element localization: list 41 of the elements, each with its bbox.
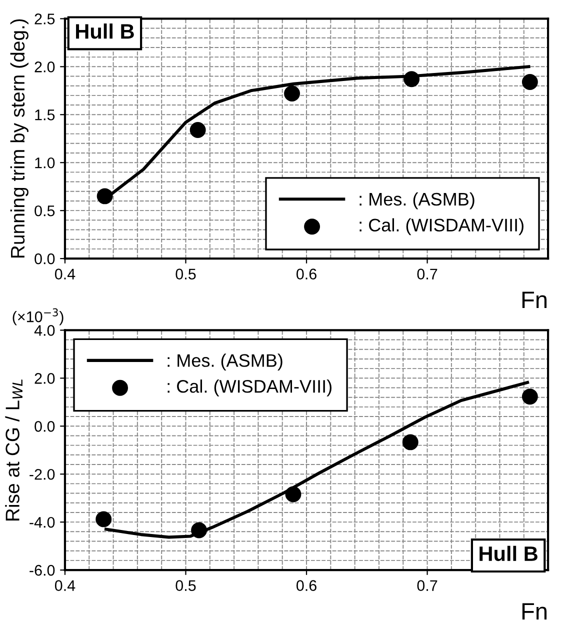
text: (×10$^{−3}$) xyxy=(12,308,64,326)
y-tick-label: 1.0 xyxy=(35,157,55,168)
point xyxy=(402,434,418,450)
x-tick-label: 0.7 xyxy=(417,268,438,280)
y-tick-label: 0.0 xyxy=(34,421,55,432)
y-tick-label: 2.5 xyxy=(34,14,55,24)
y-tick-label: 0.5 xyxy=(34,205,55,216)
legend-label: : Cal. (WISDAM-VIII) xyxy=(360,218,524,236)
x-tick-label: 0.4 xyxy=(54,580,76,591)
y-tick-label: 0.0 xyxy=(34,253,55,264)
legend-label: : Mes. (ASMB) xyxy=(168,354,282,370)
point xyxy=(522,74,538,90)
x-tick-label: 0.7 xyxy=(417,580,438,591)
x-tick-label: 0.6 xyxy=(296,580,316,591)
point xyxy=(191,522,208,538)
point xyxy=(522,388,538,405)
y-tick-label: -4.0 xyxy=(30,516,55,528)
point xyxy=(96,511,112,528)
x-tick-label: 0.4 xyxy=(54,268,76,280)
x-tick-label: 0.5 xyxy=(176,580,196,591)
legend-label: : Mes. (ASMB) xyxy=(360,192,474,210)
point xyxy=(190,122,206,138)
annotation: Hull B xyxy=(76,23,134,39)
y-axis-title: Rise at CG / L$_{WL}$ xyxy=(5,380,22,520)
y-tick-label: -2.0 xyxy=(30,468,55,480)
point xyxy=(404,71,420,88)
point xyxy=(285,486,302,502)
y-tick-label: 1.5 xyxy=(35,110,55,120)
x-axis-title: Fn xyxy=(522,292,547,308)
point xyxy=(284,86,300,102)
legend-label: : Cal. (WISDAM-VIII) xyxy=(168,380,332,396)
point xyxy=(96,188,113,204)
annotation: Hull B xyxy=(480,546,538,562)
y-tick-label: 4.0 xyxy=(34,325,55,336)
x-tick-label: 0.5 xyxy=(176,268,196,280)
y-axis-title: Running trim by stern (deg.) xyxy=(10,19,28,258)
x-tick-label: 0.6 xyxy=(296,268,316,280)
y-tick-label: 2.0 xyxy=(34,62,55,72)
y-tick-label: 2.0 xyxy=(34,373,55,384)
x-axis-title: Fn xyxy=(522,603,547,620)
y-tick-label: -6.0 xyxy=(30,564,55,576)
